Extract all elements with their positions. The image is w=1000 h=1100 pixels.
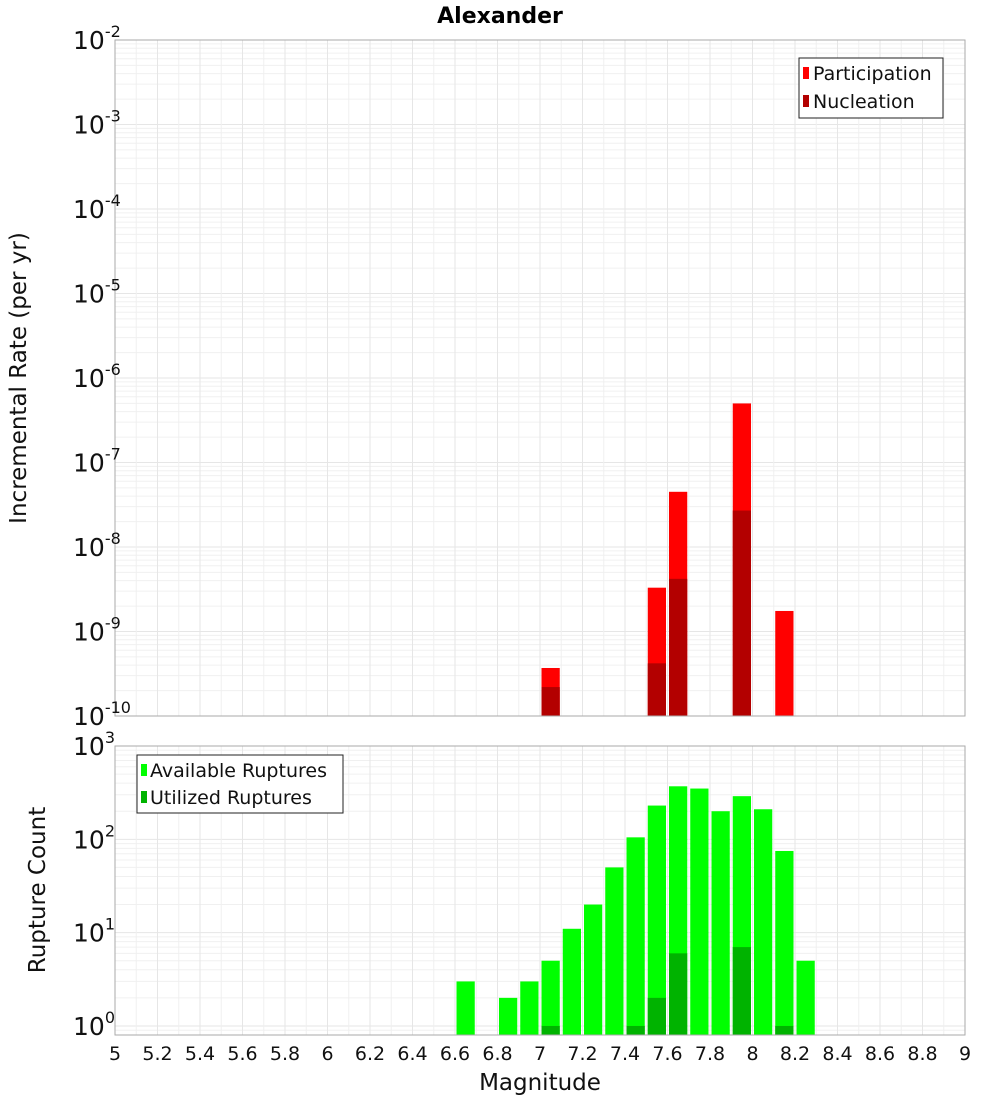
utilized-ruptures-legend-swatch xyxy=(141,791,147,803)
bottom-plot-frame xyxy=(114,745,966,1036)
x-tick-label: 5.2 xyxy=(142,1043,172,1065)
nucleation-bar xyxy=(669,578,688,716)
bottom-legend: Available Ruptures Utilized Ruptures xyxy=(136,754,344,814)
x-tick-label: 9 xyxy=(959,1043,971,1065)
available-ruptures-legend-swatch xyxy=(141,764,147,776)
available-ruptures-bar xyxy=(690,788,709,1035)
bottom-y-tick-label: 100 xyxy=(73,1008,115,1041)
available-ruptures-bar xyxy=(520,981,539,1035)
top-plot-frame xyxy=(114,39,966,717)
top-y-tick-label: 10-8 xyxy=(73,529,121,562)
x-ticks: 5 5.2 5.4 5.6 5.8 6 6.2 6.4 6.6 6.8 7 7.2 7.4 7.6 7.8 8… xyxy=(109,1043,971,1065)
top-y-tick-label: 10-9 xyxy=(73,614,121,647)
available-ruptures-bar xyxy=(754,809,773,1035)
top-y-tick-label: 10-7 xyxy=(73,445,121,478)
available-ruptures-bar xyxy=(711,811,730,1035)
bottom-y-tick-label: 101 xyxy=(73,915,115,948)
x-tick-label: 5.6 xyxy=(227,1043,257,1065)
top-legend: Participation Nucleation xyxy=(798,57,944,119)
top-panel: 10-10 10-9 10-8 10-7 10-6 10-5 10-4 10-3 10-2 Pa… xyxy=(73,22,966,731)
utilized-ruptures-legend-label: Utilized Ruptures xyxy=(150,787,312,809)
top-gridlines xyxy=(114,40,966,717)
x-tick-label: 6.2 xyxy=(355,1043,385,1065)
participation-legend-label: Participation xyxy=(813,63,932,85)
top-y-tick-label: 10-6 xyxy=(73,360,121,393)
x-tick-label: 8 xyxy=(746,1043,758,1065)
bottom-bars xyxy=(456,786,815,1035)
x-tick-label: 5.8 xyxy=(270,1043,300,1065)
x-tick-label: 8.2 xyxy=(780,1043,810,1065)
available-ruptures-bar xyxy=(584,904,603,1035)
x-tick-label: 7.2 xyxy=(567,1043,597,1065)
available-ruptures-bar xyxy=(796,960,815,1035)
bottom-panel: 100 101 102 103 5 5.2 5.4 5.6 5.8 6 6.2 6.4 6.6 6.8 7… xyxy=(73,728,971,1065)
x-tick-label: 7.4 xyxy=(610,1043,640,1065)
bottom-legend-box xyxy=(136,754,344,814)
utilized-ruptures-bar xyxy=(732,947,751,1035)
available-ruptures-legend-label: Available Ruptures xyxy=(150,760,327,782)
x-tick-label: 7.8 xyxy=(695,1043,725,1065)
x-tick-label: 7.6 xyxy=(652,1043,682,1065)
available-ruptures-bar xyxy=(456,981,475,1035)
bottom-y-ticks: 100 101 102 103 xyxy=(73,728,115,1041)
x-tick-label: 6 xyxy=(321,1043,333,1065)
bottom-y-axis-label: Rupture Count xyxy=(25,807,51,973)
available-ruptures-bar xyxy=(499,997,518,1035)
top-y-tick-label: 10-3 xyxy=(73,107,121,140)
available-ruptures-bar xyxy=(626,837,645,1035)
bottom-y-tick-label: 102 xyxy=(73,821,115,854)
available-ruptures-bar xyxy=(775,850,794,1035)
x-tick-label: 6.6 xyxy=(440,1043,470,1065)
utilized-ruptures-bar xyxy=(775,1025,794,1035)
top-y-tick-label: 10-10 xyxy=(73,698,131,731)
x-tick-label: 7 xyxy=(534,1043,546,1065)
top-y-ticks: 10-10 10-9 10-8 10-7 10-6 10-5 10-4 10-3 10-2 xyxy=(73,22,131,731)
top-y-tick-label: 10-5 xyxy=(73,276,121,309)
nucleation-bar xyxy=(541,687,560,716)
x-axis-label: Magnitude xyxy=(479,1070,601,1096)
x-tick-label: 8.6 xyxy=(865,1043,895,1065)
available-ruptures-bar xyxy=(562,928,581,1035)
top-y-tick-label: 10-4 xyxy=(73,191,121,224)
x-tick-label: 5 xyxy=(109,1043,121,1065)
x-tick-label: 5.4 xyxy=(185,1043,215,1065)
chart-title: Alexander xyxy=(437,4,563,29)
top-bars xyxy=(541,403,794,716)
nucleation-legend-swatch xyxy=(803,95,809,107)
top-legend-box xyxy=(798,57,944,119)
utilized-ruptures-bar xyxy=(626,1025,645,1035)
utilized-ruptures-bar xyxy=(541,1025,560,1035)
utilized-ruptures-bar xyxy=(669,953,688,1035)
bottom-y-tick-label: 103 xyxy=(73,728,115,761)
x-tick-label: 6.8 xyxy=(482,1043,512,1065)
nucleation-legend-label: Nucleation xyxy=(813,91,915,113)
utilized-ruptures-bar xyxy=(647,997,666,1035)
participation-bar xyxy=(775,610,794,716)
x-tick-label: 8.8 xyxy=(907,1043,937,1065)
available-ruptures-bar xyxy=(647,805,666,1035)
nucleation-bar xyxy=(732,510,751,716)
available-ruptures-bar xyxy=(605,867,624,1035)
participation-legend-swatch xyxy=(803,67,809,79)
nucleation-bar xyxy=(647,663,666,716)
top-y-tick-label: 10-2 xyxy=(73,22,121,55)
x-tick-label: 6.4 xyxy=(397,1043,427,1065)
x-tick-label: 8.4 xyxy=(822,1043,852,1065)
top-y-axis-label: Incremental Rate (per yr) xyxy=(6,232,32,524)
available-ruptures-bar xyxy=(541,960,560,1035)
